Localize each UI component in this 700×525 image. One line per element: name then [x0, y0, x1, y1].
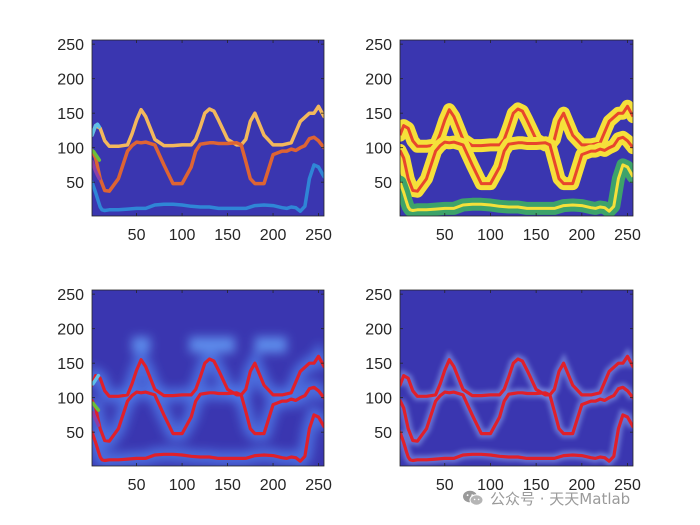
- y-tick-label: 50: [66, 425, 84, 442]
- series-2-core: [400, 163, 633, 213]
- x-tick-label: 250: [305, 477, 332, 494]
- panel-top-right: 50 100 150 200 250 50 100 150 200 250: [365, 37, 641, 244]
- watermark: 公众号 · 天天Matlab: [462, 486, 630, 510]
- y-tick-label: 250: [57, 37, 84, 54]
- x-tick-label: 50: [128, 477, 146, 494]
- y-tick-label: 150: [57, 106, 84, 123]
- series-1-line: [92, 135, 324, 193]
- y-tick-label: 200: [365, 72, 392, 89]
- x-tick-label: 200: [260, 227, 287, 244]
- x-tick-label: 150: [523, 477, 550, 494]
- y-tick-label: 50: [374, 175, 392, 192]
- y-tick-label: 50: [374, 425, 392, 442]
- y-tick-label: 100: [365, 391, 392, 408]
- edge-segment-2: [92, 411, 101, 428]
- plot-area: [92, 336, 324, 466]
- wechat-icon: [463, 490, 484, 506]
- series-2-line: [92, 163, 324, 213]
- plot-background: [92, 40, 324, 216]
- x-tick-label: 100: [169, 477, 196, 494]
- glow-patch: [254, 336, 287, 353]
- y-tick-label: 100: [57, 391, 84, 408]
- series-5-line: [92, 159, 102, 181]
- axes-box: [91, 39, 325, 217]
- series-0-line: [400, 354, 633, 398]
- x-tick-label: 250: [614, 227, 641, 244]
- watermark-text: 公众号 · 天天Matlab: [490, 489, 631, 508]
- edge-segment-0: [92, 373, 101, 386]
- axes-box: [91, 289, 325, 467]
- x-tick-label: 200: [568, 477, 595, 494]
- axes-box: [399, 289, 634, 467]
- y-tick-label: 50: [66, 175, 84, 192]
- x-tick-label: 50: [436, 477, 454, 494]
- series-1-line: [400, 385, 633, 443]
- glow-patch: [132, 336, 151, 353]
- panel-top-left: 50 100 150 200 250 50 100 150 200 250: [57, 37, 332, 244]
- series-0-line: [92, 104, 324, 149]
- x-tick-label: 100: [169, 227, 196, 244]
- series-1-line: [92, 385, 324, 443]
- x-tick-label: 150: [214, 477, 241, 494]
- y-tick-label: 150: [365, 356, 392, 373]
- x-tick-label: 100: [477, 477, 504, 494]
- glow-patch: [189, 336, 235, 353]
- y-tick-label: 200: [365, 322, 392, 339]
- series-4-line: [92, 148, 102, 162]
- plot-area: [400, 347, 633, 466]
- x-tick-label: 100: [477, 227, 504, 244]
- y-tick-label: 100: [57, 141, 84, 158]
- x-tick-label: 200: [260, 477, 287, 494]
- plot-area: [400, 99, 633, 216]
- series-2-line: [92, 413, 324, 463]
- series-3-line: [92, 122, 102, 137]
- y-tick-label: 150: [365, 106, 392, 123]
- plot-area: [92, 104, 324, 213]
- y-tick-label: 200: [57, 322, 84, 339]
- y-tick-label: 150: [57, 356, 84, 373]
- plot-background: [400, 40, 633, 216]
- axes-box: [399, 39, 634, 217]
- x-tick-label: 150: [214, 227, 241, 244]
- plot-background: [400, 290, 633, 466]
- x-tick-label: 250: [614, 477, 641, 494]
- x-tick-label: 150: [523, 227, 550, 244]
- y-tick-label: 250: [365, 287, 392, 304]
- series-2-line: [400, 413, 633, 463]
- edge-segment-1: [92, 401, 101, 412]
- panel-bottom-left: 50 100 150 200 250 50 100 150 200 250: [57, 287, 332, 494]
- x-tick-label: 250: [305, 227, 332, 244]
- y-tick-label: 100: [365, 141, 392, 158]
- y-tick-label: 200: [57, 72, 84, 89]
- series-1-core: [400, 135, 633, 193]
- x-tick-label: 50: [128, 227, 146, 244]
- y-tick-label: 250: [365, 37, 392, 54]
- panel-bottom-right: 50 100 150 200 250 50 100 150 200 250: [365, 287, 641, 494]
- series-0-line: [92, 354, 324, 398]
- y-tick-label: 250: [57, 287, 84, 304]
- x-tick-label: 50: [436, 227, 454, 244]
- x-tick-label: 200: [568, 227, 595, 244]
